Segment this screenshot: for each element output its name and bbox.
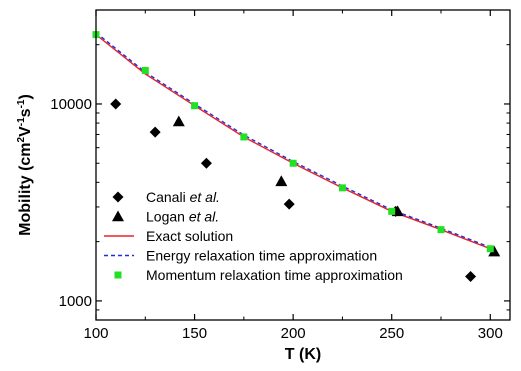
data-point xyxy=(289,159,297,167)
data-point xyxy=(437,226,445,234)
legend-label: Exact solution xyxy=(146,228,233,244)
x-tick-label: 250 xyxy=(379,325,404,342)
y-axis-title-part: V xyxy=(17,126,34,137)
y-axis-title-part: s xyxy=(17,108,34,117)
x-tick-label: 200 xyxy=(281,325,306,342)
y-axis-title-superscript: -1 xyxy=(16,117,27,126)
legend-label-text: Energy relaxation time approximation xyxy=(146,248,377,264)
legend-item: Energy relaxation time approximation xyxy=(104,248,377,264)
x-tick-label: 100 xyxy=(83,325,108,342)
legend-label: Momentum relaxation time approximation xyxy=(146,267,403,283)
plot-frame xyxy=(95,9,511,321)
legend-item: Momentum relaxation time approximation xyxy=(114,267,403,283)
data-point xyxy=(465,271,477,283)
y-axis-title-part: Mobility (cm xyxy=(17,142,34,235)
data-point xyxy=(110,98,122,110)
x-axis-title: T (K) xyxy=(285,346,321,363)
legend-marker xyxy=(112,191,124,203)
y-tick-label: 10000 xyxy=(50,96,92,113)
legend-label-italic: et al. xyxy=(190,189,220,205)
y-tick-label: 1000 xyxy=(59,293,92,310)
legend-label-text: Momentum relaxation time approximation xyxy=(146,267,403,283)
legend-label-text: Logan xyxy=(146,209,189,225)
x-tick-label: 150 xyxy=(182,325,207,342)
data-point xyxy=(283,198,295,210)
legend-item: Logan et al. xyxy=(112,209,219,225)
series-layer xyxy=(92,31,501,283)
legend-marker xyxy=(114,271,122,279)
data-point xyxy=(338,184,346,192)
legend-item: Canali et al. xyxy=(112,189,220,205)
legend-label: Canali et al. xyxy=(146,189,220,205)
data-point xyxy=(149,126,161,138)
data-point xyxy=(388,207,396,215)
legend-label: Logan et al. xyxy=(146,209,219,225)
legend-label-italic: et al. xyxy=(189,209,219,225)
legend: Canali et al.Logan et al.Exact solutionE… xyxy=(104,189,403,283)
data-point xyxy=(200,157,212,169)
data-point xyxy=(486,245,494,253)
legend-label: Energy relaxation time approximation xyxy=(146,248,377,264)
data-point xyxy=(141,66,149,74)
y-axis-title: Mobility (cm2V-1s-1) xyxy=(16,94,34,236)
data-point xyxy=(488,245,501,257)
legend-marker xyxy=(112,210,124,222)
series-3 xyxy=(95,32,491,249)
y-axis-title-part: ) xyxy=(17,94,34,99)
data-point xyxy=(275,175,288,187)
y-axis-title-superscript: 2 xyxy=(16,136,27,142)
axes-layer: 100 150 200 250 300 1000 10000 T (K) Mobility (c… xyxy=(16,9,511,363)
data-point xyxy=(191,102,199,110)
energy-relaxation-curve xyxy=(95,32,491,249)
data-point xyxy=(172,115,185,127)
x-tick-label: 300 xyxy=(478,325,503,342)
y-axis-title-superscript: -1 xyxy=(16,99,27,108)
legend-label-text: Canali xyxy=(146,189,190,205)
data-point xyxy=(240,133,248,141)
legend-item: Exact solution xyxy=(104,228,233,244)
legend-label-text: Exact solution xyxy=(146,228,233,244)
